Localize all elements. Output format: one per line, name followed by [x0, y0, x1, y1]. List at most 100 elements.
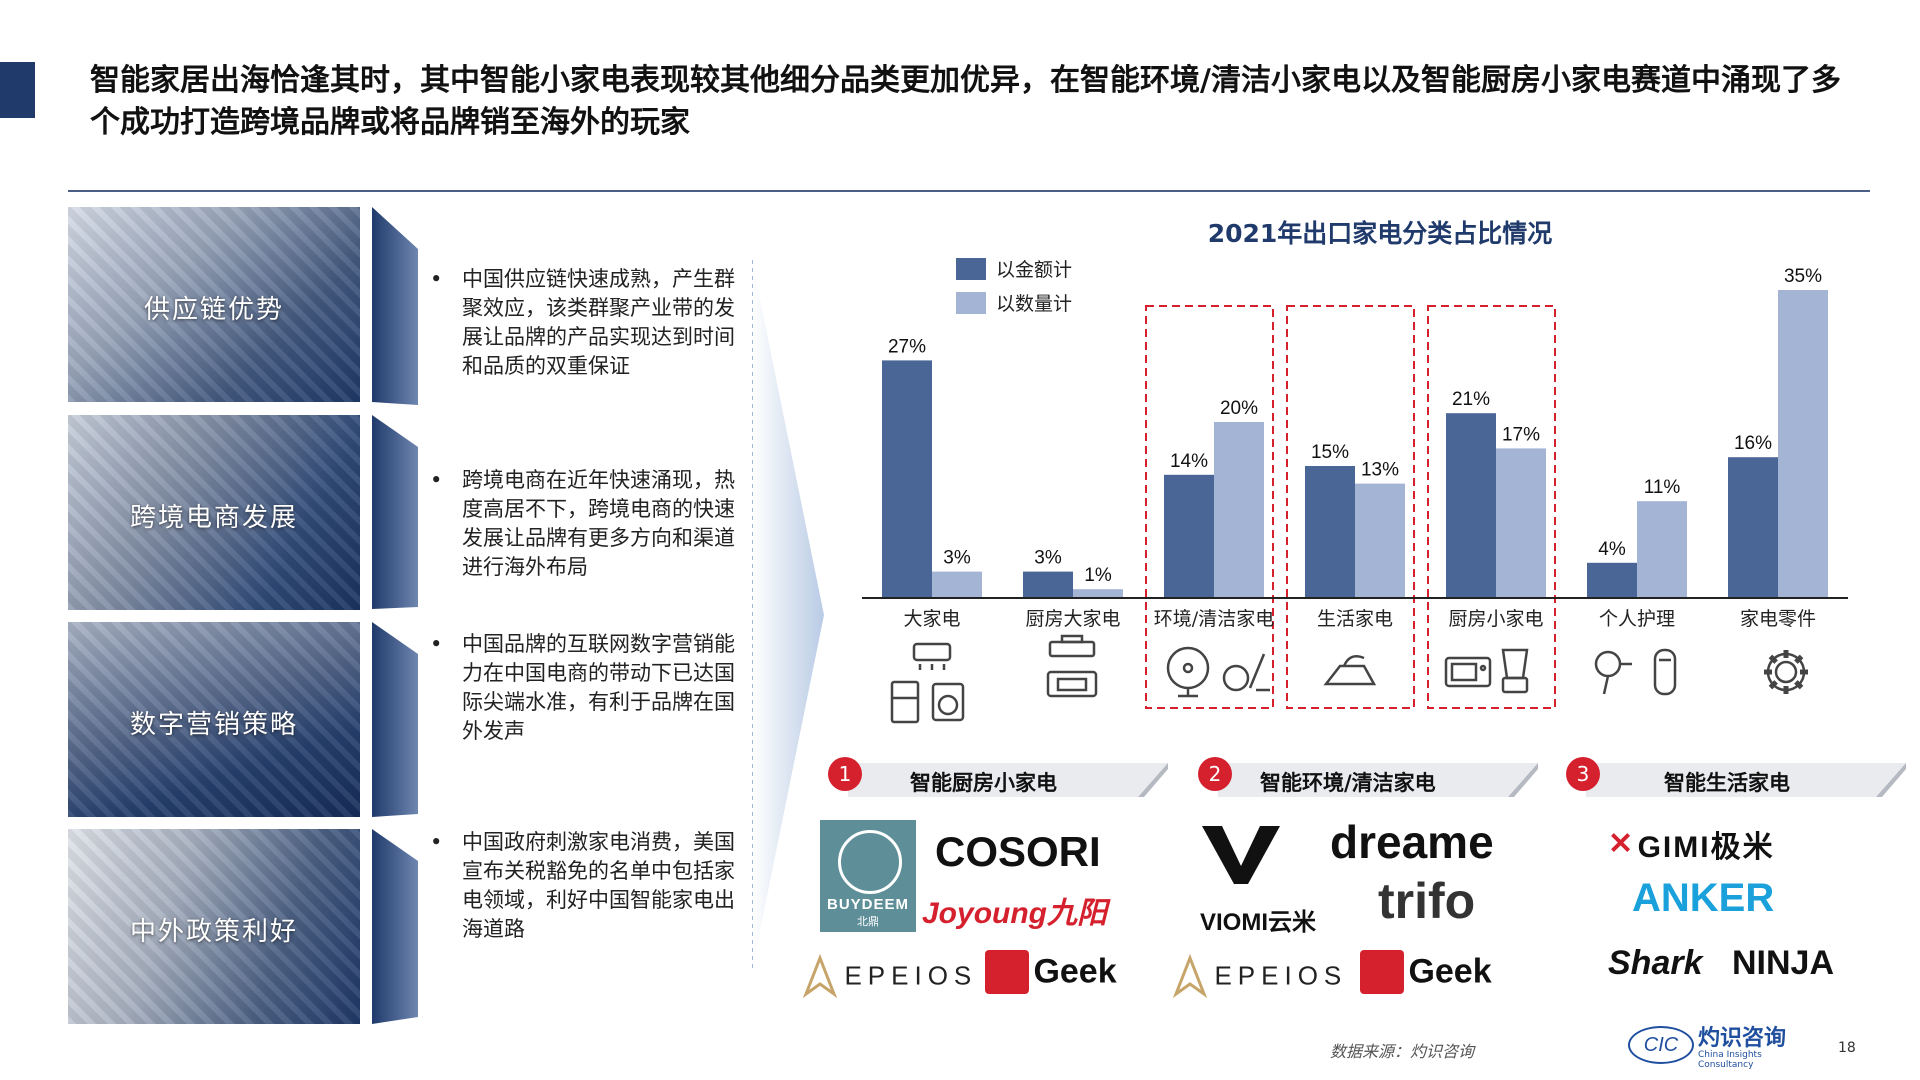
data-label: 20% — [1220, 398, 1258, 419]
washer-icon — [931, 682, 965, 722]
legend-swatch — [956, 292, 986, 314]
bar-quantity — [1637, 501, 1687, 598]
epeios-logo-1: EPEIOS — [800, 953, 977, 999]
bullet-cross-border: • 跨境电商在近年快速涌现，热度高居不下，跨境电商的快速发展让品牌有更多方向和渠道… — [430, 466, 750, 582]
category-label: 生活家电 — [1317, 608, 1393, 630]
section-title: 智能生活家电 — [1664, 770, 1790, 795]
legend-label: 以金额计 — [996, 259, 1072, 281]
bullet-digital-marketing: • 中国品牌的互联网数字营销能力在中国电商的带动下已达国际尖端水准，有利于品牌在国… — [430, 630, 750, 746]
highlight-box — [1286, 305, 1415, 709]
buydeem-logo: BUYDEEM 北鼎 — [820, 820, 916, 932]
category-label: 家电零件 — [1740, 608, 1816, 630]
range-hood-icon — [1048, 634, 1096, 658]
bullet-supply-chain: • 中国供应链快速成熟，产生群聚效应，该类群聚产业带的发展让品牌的产品实现达到时间… — [430, 265, 750, 381]
fan-icon — [1166, 646, 1210, 698]
chart-title: 2021年出口家电分类占比情况 — [1207, 219, 1553, 248]
blender-icon — [1501, 648, 1529, 694]
shaver-icon — [1653, 648, 1677, 696]
section-smart-living: 3 智能生活家电 — [1566, 757, 1906, 801]
data-label: 1% — [1084, 565, 1112, 586]
viomi-text: VIOMI云米 — [1200, 909, 1317, 936]
bar-amount — [1164, 474, 1214, 598]
shark-logo: Shark — [1608, 944, 1703, 982]
data-source: 数据来源：灼识咨询 — [1330, 1042, 1475, 1061]
highlight-box — [1427, 305, 1556, 709]
section-title: 智能环境/清洁家电 — [1260, 770, 1436, 795]
section-smart-kitchen: 1 智能厨房小家电 — [828, 757, 1168, 801]
gimi-logo: ✕ GIMI极米 — [1608, 827, 1775, 865]
factory-photo — [68, 207, 360, 402]
cosori-logo: COSORI — [935, 828, 1101, 875]
apps-photo — [68, 622, 360, 817]
highlight-box — [1145, 305, 1274, 709]
bullet-text: 中国供应链快速成熟，产生群聚效应，该类群聚产业带的发展让品牌的产品实现达到时间和… — [462, 267, 735, 378]
title-accent-block — [0, 62, 35, 118]
page-number: 18 — [1838, 1040, 1856, 1056]
oven-icon — [1046, 670, 1098, 698]
panel-cross-border-ecommerce: 跨境电商发展 — [68, 415, 360, 610]
air-conditioner-icon — [912, 642, 952, 670]
big-arrow-chevron — [752, 260, 824, 970]
panel-policy-benefits: 中外政策利好 — [68, 829, 360, 1024]
panel-label: 中外政策利好 — [129, 917, 298, 947]
panel-label: 供应链优势 — [143, 295, 284, 325]
bar-quantity — [932, 571, 982, 598]
section-number-badge: 3 — [1566, 757, 1600, 791]
bar-amount — [1023, 571, 1073, 598]
fridge-icon — [890, 680, 920, 724]
hair-dryer-icon — [1594, 650, 1632, 695]
category-label: 环境/清洁家电 — [1154, 608, 1274, 630]
iron-icon — [1323, 655, 1377, 686]
geek-logo-2: Geek — [1360, 950, 1492, 994]
data-label: 4% — [1598, 539, 1626, 560]
bullet-policy: • 中国政府刺激家电消费，美国宣布关税豁免的名单中包括家电领域，利好中国智能家电出… — [430, 828, 750, 944]
title-divider — [68, 190, 1870, 192]
legend-swatch — [956, 258, 986, 280]
panel-supply-chain: 供应链优势 — [68, 207, 360, 402]
bar-amount — [1305, 466, 1355, 598]
money-photo — [68, 829, 360, 1024]
joyoung-logo: Joyoung九阳 — [922, 897, 1107, 930]
panel-connector-arrows — [372, 207, 418, 1024]
page-title: 智能家居出海恰逢其时，其中智能小家电表现较其他细分品类更加优异，在智能环境/清洁… — [90, 63, 1841, 140]
data-label: 3% — [943, 548, 971, 569]
epeios-logo-2: EPEIOS — [1170, 953, 1347, 999]
viomi-logo — [1198, 822, 1284, 891]
category-label: 个人护理 — [1599, 608, 1675, 630]
cic-logo: CIC 灼识咨询 China Insights Consultancy — [1628, 1020, 1808, 1070]
bar-quantity — [1073, 589, 1123, 598]
vacuum-icon — [1222, 653, 1270, 692]
bar-amount — [1446, 413, 1496, 598]
data-label: 16% — [1734, 433, 1772, 454]
geek-logo-1: Geek — [985, 950, 1117, 994]
category-label: 厨房大家电 — [1025, 608, 1120, 630]
data-label: 15% — [1311, 442, 1349, 463]
gear-icon — [1764, 650, 1808, 694]
category-label: 大家电 — [903, 608, 960, 630]
bar-quantity — [1214, 422, 1264, 598]
bar-quantity — [1778, 290, 1828, 598]
data-label: 21% — [1452, 389, 1490, 410]
ninja-logo: NINJA — [1732, 944, 1835, 982]
bullet-text: 中国品牌的互联网数字营销能力在中国电商的带动下已达国际尖端水准，有利于品牌在国外… — [462, 632, 735, 743]
section-number-badge: 1 — [828, 757, 862, 791]
data-label: 17% — [1502, 424, 1540, 445]
bullet-text: 跨境电商在近年快速涌现，热度高居不下，跨境电商的快速发展让品牌有更多方向和渠道进… — [462, 468, 735, 579]
panel-label: 数字营销策略 — [129, 710, 298, 740]
data-label: 13% — [1361, 460, 1399, 481]
bar-quantity — [1355, 483, 1405, 598]
trifo-logo: trifo — [1378, 873, 1476, 929]
data-label: 14% — [1170, 451, 1208, 472]
data-label: 11% — [1644, 477, 1681, 498]
bar-amount — [1587, 562, 1637, 598]
bar-amount — [882, 360, 932, 598]
bullet-text: 中国政府刺激家电消费，美国宣布关税豁免的名单中包括家电领域，利好中国智能家电出海… — [462, 830, 735, 941]
data-label: 27% — [888, 336, 926, 357]
laptop-photo — [68, 415, 360, 610]
legend-label: 以数量计 — [996, 293, 1072, 315]
section-smart-environment-cleaning: 2 智能环境/清洁家电 — [1198, 757, 1538, 801]
data-label: 3% — [1034, 548, 1062, 569]
panel-digital-marketing: 数字营销策略 — [68, 622, 360, 817]
section-title: 智能厨房小家电 — [910, 770, 1057, 795]
